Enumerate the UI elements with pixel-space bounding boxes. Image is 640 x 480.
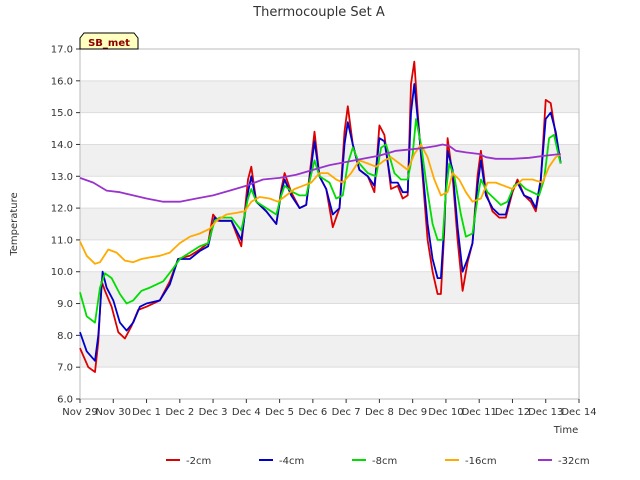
x-tick-label: Nov 30 xyxy=(96,407,131,418)
legend: -2cm -4cm -8cm -16cm -32cm xyxy=(166,456,590,467)
band xyxy=(80,80,579,113)
y-tick-label: 11.0 xyxy=(51,235,73,246)
y-axis-ticks: 6.0 7.0 8.0 9.0 10.0 11.0 12.0 13.0 14.0 15.0 16.0… xyxy=(51,45,80,406)
series-line-16cmcm xyxy=(79,143,562,265)
y-tick-label: 12.0 xyxy=(51,204,73,215)
plot-background xyxy=(80,49,579,399)
y-tick-label: 13.0 xyxy=(51,172,73,183)
plot-frame xyxy=(79,48,580,400)
x-tick-label: Dec 13 xyxy=(528,407,563,418)
x-tick-label: Dec 4 xyxy=(232,407,261,418)
x-tick-label: Dec 1 xyxy=(132,407,161,418)
x-tick-label: Dec 12 xyxy=(495,407,530,418)
y-tick-label: 16.0 xyxy=(51,76,73,87)
legend-item: -4cm xyxy=(259,456,304,467)
legend-label: -32cm xyxy=(558,456,590,467)
chart-title: Thermocouple Set A xyxy=(252,5,385,20)
sb-met-badge: SB_met xyxy=(79,32,139,50)
x-tick-label: Dec 10 xyxy=(428,407,463,418)
series-line-8cmcm xyxy=(79,118,562,324)
y-axis-label: Temperature xyxy=(9,192,20,256)
y-tick-label: 15.0 xyxy=(51,108,73,119)
y-tick-label: 7.0 xyxy=(57,363,73,374)
legend-item: -8cm xyxy=(352,456,397,467)
x-tick-label: Dec 5 xyxy=(265,407,294,418)
band xyxy=(80,144,579,177)
x-tick-label: Dec 11 xyxy=(462,407,497,418)
y-tick-label: 10.0 xyxy=(51,267,73,278)
legend-item: -2cm xyxy=(166,456,211,467)
legend-label: -16cm xyxy=(465,456,497,467)
x-tick-label: Dec 3 xyxy=(199,407,228,418)
x-axis-label: Time xyxy=(553,425,578,436)
x-tick-label: Dec 9 xyxy=(398,407,427,418)
x-tick-label: Nov 29 xyxy=(62,407,97,418)
y-tick-label: 9.0 xyxy=(57,299,73,310)
x-tick-label: Dec 7 xyxy=(332,407,361,418)
x-tick-label: Dec 2 xyxy=(165,407,194,418)
band xyxy=(80,271,579,304)
band xyxy=(80,335,579,368)
x-tick-label: Dec 14 xyxy=(561,407,596,418)
legend-label: -4cm xyxy=(279,456,304,467)
badge-label: SB_met xyxy=(88,38,130,49)
x-tick-label: Dec 6 xyxy=(298,407,327,418)
x-tick-label: Dec 8 xyxy=(365,407,394,418)
legend-item: -32cm xyxy=(538,456,590,467)
legend-label: -2cm xyxy=(186,456,211,467)
y-tick-label: 6.0 xyxy=(57,395,73,406)
series-line-32cmcm xyxy=(79,143,561,203)
y-tick-label: 8.0 xyxy=(57,331,73,342)
legend-label: -8cm xyxy=(372,456,397,467)
y-tick-label: 17.0 xyxy=(51,45,73,56)
legend-item: -16cm xyxy=(445,456,497,467)
y-tick-label: 14.0 xyxy=(51,140,73,151)
series-layer xyxy=(79,60,562,373)
